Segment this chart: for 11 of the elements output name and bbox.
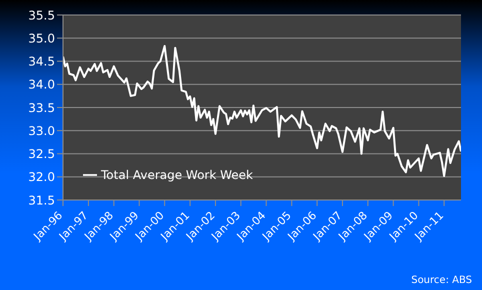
- legend-label: Total Average Work Week: [101, 168, 254, 182]
- y-tick-label: 31.5: [28, 193, 55, 208]
- source-note: Source: ABS: [411, 275, 472, 286]
- y-tick-label: 32.0: [28, 170, 55, 184]
- y-tick-label: 34.5: [28, 54, 55, 69]
- y-tick-label: 34.0: [28, 78, 55, 92]
- y-tick-label: 35.5: [28, 8, 55, 22]
- y-tick-label: 33.0: [28, 124, 55, 138]
- y-tick-label: 33.5: [28, 100, 55, 115]
- y-tick-label: 35.0: [28, 31, 55, 46]
- y-tick-label: 32.5: [28, 147, 55, 162]
